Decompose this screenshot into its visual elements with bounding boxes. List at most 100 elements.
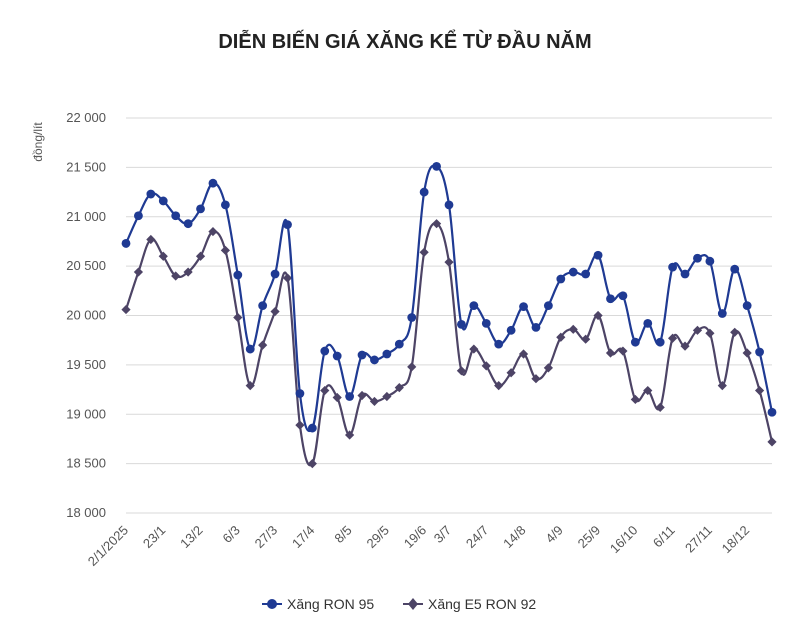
data-point [655, 337, 665, 347]
data-point [494, 339, 504, 349]
x-tick-label: 29/5 [364, 523, 393, 552]
data-point [320, 385, 330, 396]
y-tick-label: 18 500 [66, 456, 106, 471]
data-point [754, 385, 765, 396]
data-point [519, 302, 528, 312]
data-point [121, 239, 131, 248]
data-point [717, 381, 727, 391]
data-point [332, 392, 342, 403]
data-point [357, 390, 367, 401]
data-point [444, 257, 454, 267]
data-point [605, 348, 616, 358]
x-tick-label: 16/10 [607, 523, 641, 557]
data-point [196, 204, 205, 214]
data-point [593, 250, 603, 260]
data-point [419, 187, 429, 197]
data-point [680, 341, 690, 351]
data-point [481, 361, 491, 371]
x-tick-label: 2/1/2025 [85, 523, 131, 569]
data-point [630, 394, 640, 405]
data-point [767, 437, 777, 447]
data-point [457, 319, 466, 329]
x-tick-label: 23/1 [140, 523, 169, 552]
data-point [643, 385, 653, 396]
data-point [307, 459, 317, 469]
data-point [432, 161, 441, 171]
x-axis-ticks: 2/1/2025 23/1 13/2 6/3 27/3 17/4 8/5 29/5 19/6 3/… [85, 523, 753, 569]
data-point [258, 340, 268, 350]
data-point [494, 381, 504, 391]
data-point [568, 324, 578, 334]
x-tick-label: 27/3 [252, 523, 281, 552]
data-point [357, 350, 367, 360]
x-tick-label: 19/6 [401, 523, 430, 552]
x-tick-label: 4/9 [543, 523, 566, 546]
data-point [382, 349, 392, 359]
x-tick-label: 25/9 [575, 523, 604, 552]
x-tick-label: 6/11 [650, 523, 678, 551]
data-point [481, 319, 491, 328]
data-point [543, 301, 553, 311]
data-point [208, 178, 218, 188]
data-point [531, 322, 541, 332]
data-point [407, 313, 417, 322]
x-tick-label: 24/7 [463, 523, 492, 552]
data-point [456, 366, 467, 376]
data-point [146, 189, 156, 199]
y-tick-label: 18 000 [66, 505, 106, 520]
data-point [394, 339, 404, 349]
y-tick-label: 20 500 [66, 258, 106, 273]
y-tick-label: 22 000 [66, 110, 106, 125]
data-point [606, 294, 615, 304]
data-point [755, 347, 764, 357]
data-point [518, 349, 529, 359]
data-point [469, 301, 479, 311]
data-point [307, 423, 317, 433]
data-point [369, 396, 380, 407]
data-point [183, 267, 193, 277]
data-point [382, 391, 392, 402]
data-point [705, 328, 715, 338]
data-point [668, 262, 678, 272]
x-tick-label: 14/8 [500, 523, 529, 552]
x-tick-label: 17/4 [289, 523, 318, 552]
data-point [593, 310, 603, 321]
data-point [506, 368, 516, 378]
x-tick-label: 13/2 [177, 523, 206, 552]
data-point [146, 234, 156, 245]
data-point [345, 392, 355, 401]
legend: Xăng RON 95 Xăng E5 RON 92 [262, 596, 536, 612]
data-point [370, 355, 379, 365]
data-point [345, 430, 355, 440]
y-tick-label: 21 500 [66, 159, 106, 174]
data-point [556, 274, 566, 284]
data-point [419, 247, 429, 257]
data-point [531, 374, 541, 384]
data-point [283, 220, 292, 230]
legend-label-ron95: Xăng RON 95 [287, 596, 374, 612]
data-point [258, 301, 268, 311]
x-tick-label: 8/5 [331, 523, 354, 546]
data-point [282, 273, 293, 283]
data-point [680, 269, 690, 279]
data-point [270, 269, 280, 279]
data-point [630, 337, 640, 347]
data-point [208, 226, 218, 237]
x-tick-label: 18/12 [719, 523, 753, 557]
legend-marker-e5ron92 [408, 598, 418, 610]
y-tick-label: 19 000 [66, 406, 106, 421]
data-point [543, 363, 553, 373]
data-point [742, 348, 752, 358]
y-axis-label: đồng/lít [31, 122, 45, 162]
series-layer [121, 161, 777, 469]
legend-marker-ron95 [267, 599, 277, 609]
data-point [643, 319, 653, 328]
data-point [767, 407, 777, 417]
series-e5ron92 [121, 219, 777, 469]
data-point [195, 251, 206, 261]
data-point [730, 264, 740, 274]
data-point [618, 291, 628, 301]
legend-label-e5ron92: Xăng E5 RON 92 [428, 596, 536, 612]
y-tick-label: 21 000 [66, 209, 106, 224]
